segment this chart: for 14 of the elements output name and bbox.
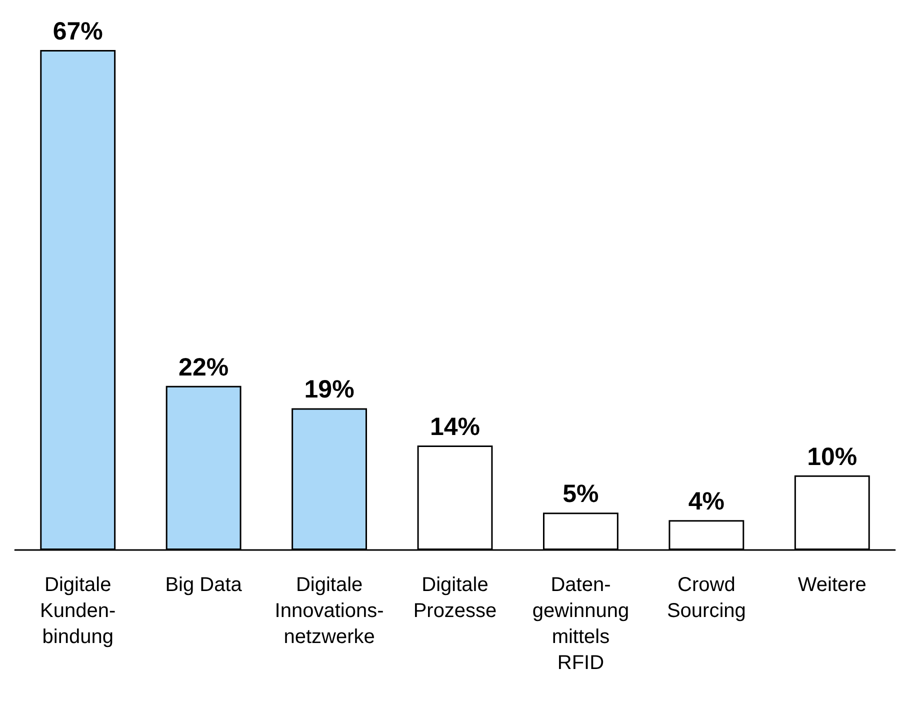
- data-label: 19%: [304, 376, 354, 404]
- x-tick-label: Digitale Prozesse: [413, 574, 497, 622]
- data-label: 5%: [562, 480, 599, 508]
- x-tick-label: Big Data: [165, 574, 243, 596]
- x-tick-label: Digitale Kunden- bindung: [40, 574, 116, 648]
- x-tick-label: Crowd Sourcing: [666, 574, 746, 622]
- data-label: 14%: [430, 413, 480, 442]
- data-label: 67%: [52, 18, 103, 46]
- data-label: 4%: [688, 488, 724, 516]
- data-label: 10%: [807, 442, 858, 471]
- x-tick-label: Daten- gewinnung mittels RFID: [532, 574, 630, 674]
- x-tick-label: Weitere: [798, 574, 866, 596]
- x-tick-label: Digitale Innovations- netzwerke: [274, 574, 384, 648]
- data-label: 22%: [178, 353, 229, 382]
